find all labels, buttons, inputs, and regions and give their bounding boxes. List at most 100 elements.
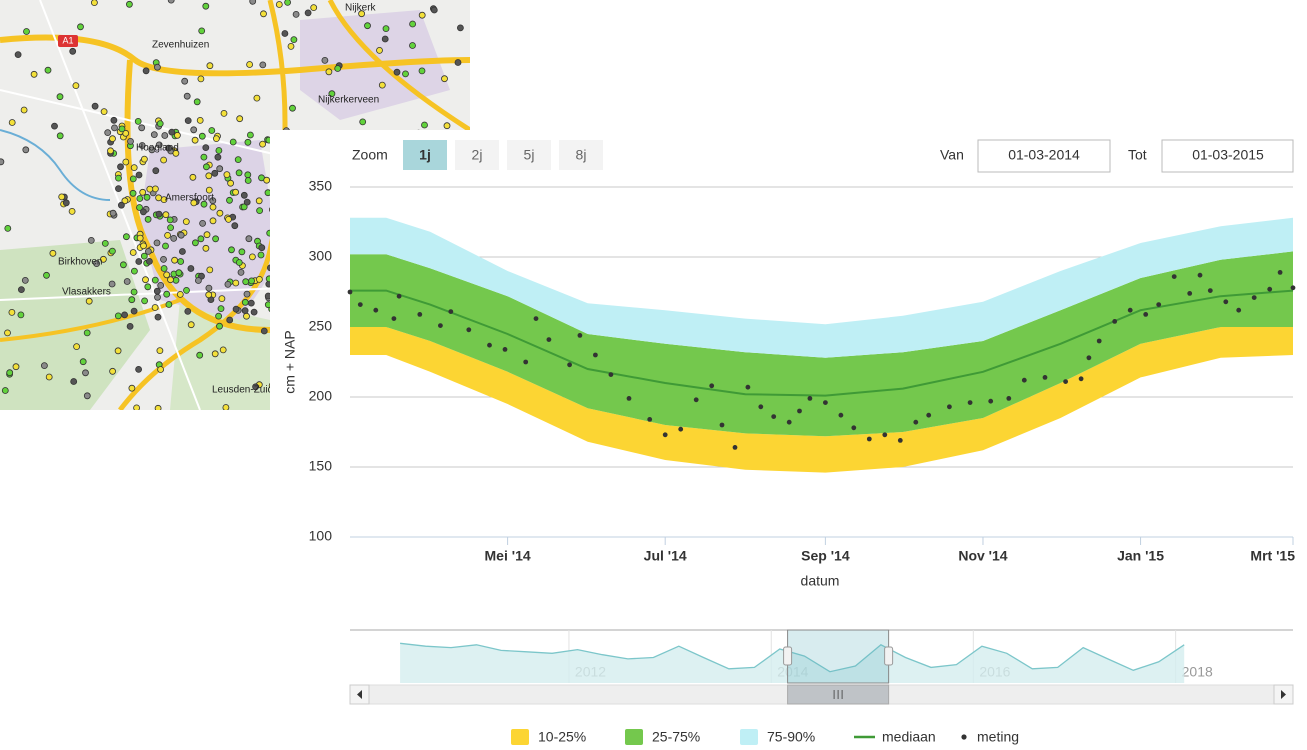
map-marker (172, 149, 180, 157)
legend-swatch[interactable] (961, 734, 967, 740)
measurement-point (913, 419, 919, 425)
map-marker (128, 296, 136, 304)
measurement-point (851, 425, 857, 431)
map-marker (109, 367, 116, 375)
map-marker (256, 207, 264, 215)
measurement-point (1223, 299, 1229, 305)
map-marker (190, 199, 198, 207)
navigator-handle[interactable] (783, 646, 793, 666)
map-marker (216, 165, 224, 173)
map-marker (115, 174, 122, 182)
map-marker (184, 117, 192, 124)
map-marker (150, 131, 158, 139)
map-marker (243, 312, 250, 320)
to-value[interactable]: 01-03-2015 (1192, 147, 1264, 163)
plot: 100 150 200 250 300 350 Mei '14 Jul '14 Sep '14 N… (309, 178, 1296, 564)
zoom-button[interactable] (403, 140, 447, 170)
map-label: Amersfoort (165, 193, 214, 204)
measurement-point (758, 404, 764, 410)
map-label: Birkhoven (58, 257, 102, 268)
map-river (0, 129, 111, 201)
map-marker (248, 253, 256, 261)
to-input[interactable] (1161, 139, 1294, 173)
zoom-button-label[interactable]: 2j (472, 147, 483, 163)
map-label: Nijkerkerveen (318, 95, 379, 106)
controls: Zoom Van 01-03-2014 Tot 01-03-2015 (352, 139, 1294, 173)
map-marker (125, 0, 133, 8)
legend-label[interactable]: 75-90% (767, 729, 815, 745)
map-marker (100, 108, 108, 115)
legend-label[interactable]: 25-75% (652, 729, 700, 745)
legend-label[interactable]: meting (977, 729, 1019, 745)
legend-swatch[interactable] (511, 729, 529, 745)
measurement-point (838, 412, 844, 418)
from-input[interactable] (977, 139, 1111, 173)
zoom-button-label[interactable]: 5j (524, 147, 535, 163)
map-marker (83, 392, 91, 400)
map-label: A1 (62, 35, 73, 45)
measurement-point (593, 352, 598, 358)
map-marker (121, 197, 129, 205)
measurement-point (1112, 319, 1118, 324)
map-marker (209, 203, 217, 211)
map-marker (165, 144, 172, 152)
map-marker (182, 218, 190, 226)
zoom-button-label[interactable]: 8j (576, 147, 587, 163)
map-marker (51, 122, 58, 130)
map-marker (68, 207, 76, 215)
measurement-point (502, 347, 508, 352)
legend-swatch[interactable] (625, 729, 643, 745)
legend-swatch[interactable] (740, 729, 758, 745)
zoom-button[interactable] (559, 140, 603, 170)
map-marker (259, 61, 267, 69)
zoom-button[interactable] (507, 140, 551, 170)
map-marker (23, 28, 30, 35)
map-marker (162, 242, 169, 250)
map-marker (334, 65, 342, 72)
map-marker (378, 81, 386, 89)
map-marker (173, 131, 181, 139)
measurement-point (546, 337, 552, 342)
map-marker (72, 82, 80, 89)
map-marker (127, 137, 134, 145)
measurement-point (1096, 338, 1102, 344)
measurement-point (523, 359, 529, 365)
map-marker (154, 313, 162, 321)
map-marker (228, 246, 235, 254)
map-marker (421, 121, 428, 129)
map-marker (144, 215, 152, 223)
map-marker (77, 23, 84, 31)
legend-label[interactable]: mediaan (882, 729, 936, 745)
map-marker (196, 117, 204, 124)
navigator-line (400, 642, 1185, 673)
from-value[interactable]: 01-03-2014 (1008, 147, 1080, 163)
map-marker (70, 378, 78, 385)
y-tick-label: 150 (309, 458, 333, 474)
map-marker (376, 47, 383, 54)
navigator[interactable]: 2012201420162018 (349, 629, 1294, 705)
measurement-point (662, 432, 668, 438)
measurement-point (1277, 270, 1283, 275)
map-marker (209, 197, 217, 205)
map-marker (234, 156, 242, 164)
x-tick-label: Sep '14 (801, 548, 850, 564)
navigator-handle[interactable] (884, 646, 894, 666)
legend-label[interactable]: 10-25% (538, 729, 586, 745)
measurement-point (693, 397, 699, 403)
map-marker (255, 197, 263, 205)
measurement-point (967, 400, 973, 405)
map-marker (231, 222, 239, 230)
map-marker (393, 68, 401, 76)
map-marker (142, 276, 149, 284)
measurement-point (1042, 375, 1048, 380)
map-marker (151, 304, 159, 311)
measurement-point (823, 400, 828, 405)
zoom-button[interactable] (455, 140, 499, 170)
navigator-selection[interactable] (787, 629, 890, 684)
map-marker (126, 322, 134, 330)
map-marker (259, 140, 267, 148)
map-road-badge (58, 35, 78, 47)
zoom-button-label[interactable]: 1j (419, 147, 431, 163)
map-marker (235, 169, 243, 177)
map-marker (107, 147, 114, 155)
